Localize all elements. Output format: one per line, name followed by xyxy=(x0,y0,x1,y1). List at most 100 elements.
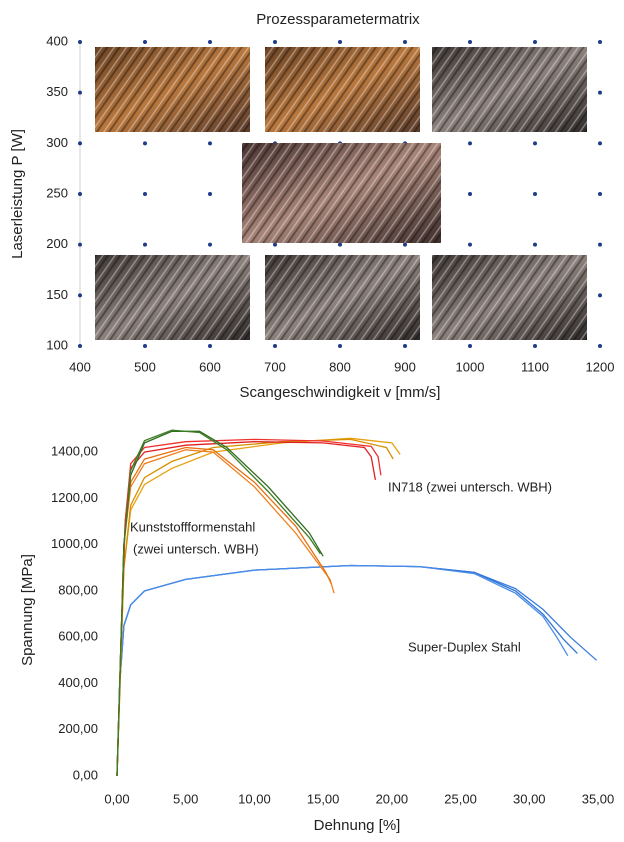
y-tick-label: 1200,00 xyxy=(51,490,98,505)
y-axis-label: Laserleistung P [W] xyxy=(9,129,26,259)
point xyxy=(338,40,342,44)
curve xyxy=(116,429,321,777)
point xyxy=(598,344,602,348)
x-tick-label: 1200 xyxy=(586,359,615,374)
curve xyxy=(116,564,569,777)
x-tick-label: 15,00 xyxy=(307,791,340,806)
x-axis-label: Dehnung [%] xyxy=(314,817,401,834)
curve xyxy=(116,564,598,777)
curve xyxy=(116,564,578,777)
point xyxy=(78,242,82,247)
photo-texture xyxy=(265,47,420,132)
point xyxy=(338,344,342,348)
point xyxy=(403,40,407,44)
point xyxy=(598,293,602,298)
x-tick-label: 0,00 xyxy=(104,791,129,806)
curve xyxy=(116,441,377,777)
point xyxy=(78,90,82,95)
y-tick-label: 250 xyxy=(46,185,68,200)
point xyxy=(143,242,147,247)
y-axis-label: Spannung [MPa] xyxy=(19,554,36,666)
point xyxy=(598,192,602,196)
point xyxy=(208,344,212,348)
point xyxy=(78,141,82,146)
point xyxy=(468,141,472,146)
x-tick-label: 20,00 xyxy=(376,791,409,806)
point xyxy=(533,344,537,348)
photo-texture xyxy=(265,255,420,340)
point xyxy=(598,141,602,146)
point xyxy=(338,242,342,247)
point xyxy=(598,242,602,247)
x-tick-label: 900 xyxy=(394,359,416,374)
point xyxy=(403,242,407,247)
x-tick-label: 10,00 xyxy=(238,791,271,806)
x-tick-label: 500 xyxy=(134,359,156,374)
stress-strain-chart: Dehnung [%] Spannung [MPa] 0,00 5,00 10,00… xyxy=(19,429,615,834)
x-tick-label: 25,00 xyxy=(444,791,477,806)
curve xyxy=(116,449,335,777)
point xyxy=(533,192,537,196)
curve xyxy=(116,446,332,777)
point xyxy=(273,344,277,348)
y-tick-label: 350 xyxy=(46,84,68,99)
point xyxy=(78,40,82,44)
y-tick-label: 400 xyxy=(46,33,68,48)
x-tick-label: 700 xyxy=(264,359,286,374)
point xyxy=(208,192,212,196)
photo-texture xyxy=(432,255,587,340)
annotation: (zwei untersch. WBH) xyxy=(133,541,259,556)
point xyxy=(403,344,407,348)
photo-texture xyxy=(95,47,250,132)
photo-texture xyxy=(432,47,587,132)
curve xyxy=(116,438,382,777)
curve xyxy=(116,437,401,777)
point xyxy=(468,192,472,196)
point xyxy=(533,141,537,146)
y-tick-label: 300 xyxy=(46,135,68,150)
point xyxy=(468,344,472,348)
y-tick-label: 800,00 xyxy=(58,582,98,597)
x-tick-label: 5,00 xyxy=(173,791,198,806)
photo-texture xyxy=(95,255,250,340)
point xyxy=(143,40,147,44)
x-tick-label: 30,00 xyxy=(513,791,546,806)
point xyxy=(208,40,212,44)
y-tick-label: 200,00 xyxy=(58,721,98,736)
point xyxy=(78,192,82,196)
curves xyxy=(116,429,598,777)
x-tick-label: 600 xyxy=(199,359,221,374)
x-tick-label: 400 xyxy=(69,359,91,374)
point xyxy=(143,141,147,146)
x-tick-label: 35,00 xyxy=(582,791,615,806)
x-tick-label: 1100 xyxy=(521,359,549,374)
curve xyxy=(116,438,394,777)
process-matrix: Prozessparametermatrix Scangeschwindigke… xyxy=(9,11,614,401)
x-tick-label: 800 xyxy=(329,359,351,374)
x-tick-label: 1000 xyxy=(456,359,485,374)
y-tick-label: 600,00 xyxy=(58,629,98,644)
point xyxy=(78,293,82,298)
y-tick-label: 200 xyxy=(46,236,68,251)
chart-title: Prozessparametermatrix xyxy=(256,11,420,28)
point xyxy=(208,141,212,146)
point xyxy=(533,40,537,44)
y-tick-label: 400,00 xyxy=(58,675,98,690)
point xyxy=(78,344,82,348)
sample-photos xyxy=(95,47,587,340)
point xyxy=(143,344,147,348)
annotation: Kunststoffformenstahl xyxy=(130,519,255,534)
point xyxy=(273,242,277,247)
y-tick-label: 100 xyxy=(46,337,68,352)
annotation: Super-Duplex Stahl xyxy=(408,639,521,654)
y-tick-label: 0,00 xyxy=(73,767,98,782)
photo-texture xyxy=(242,143,441,243)
point xyxy=(468,40,472,44)
point xyxy=(273,40,277,44)
point xyxy=(598,90,602,95)
y-tick-label: 1400,00 xyxy=(51,444,98,459)
point xyxy=(208,242,212,247)
annotation: IN718 (zwei untersch. WBH) xyxy=(388,479,552,494)
point xyxy=(468,242,472,247)
